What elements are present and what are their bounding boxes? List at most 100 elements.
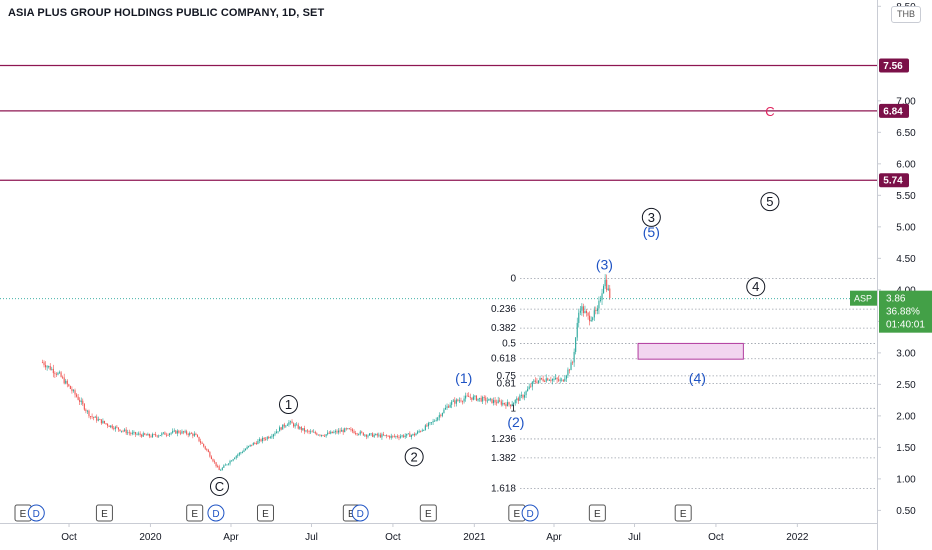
candle-body: [441, 413, 443, 416]
fib-label: 0.81: [497, 379, 517, 390]
candle-body: [117, 427, 119, 430]
target-zone-box: [637, 342, 744, 360]
candle-body: [386, 435, 388, 436]
wave-label-3: 3: [648, 210, 655, 225]
candle-body: [523, 395, 526, 398]
candle-body: [429, 422, 431, 424]
candle-body: [283, 424, 285, 427]
currency-button[interactable]: THB: [891, 6, 921, 23]
candle-body: [508, 402, 510, 405]
time-tick-label: Apr: [223, 532, 239, 543]
candle-body: [496, 402, 498, 404]
candle-body: [480, 397, 482, 402]
candle-body: [58, 372, 61, 374]
candle-body: [43, 362, 45, 366]
candle-body: [71, 389, 73, 392]
candle-body: [359, 431, 361, 435]
candle-body: [589, 315, 591, 322]
price-tick-label: 0.50: [896, 506, 916, 517]
candle-body: [103, 420, 106, 424]
candle-body: [444, 407, 447, 410]
candle-body: [79, 399, 81, 402]
candle-body: [541, 378, 543, 380]
candle-body: [387, 435, 389, 437]
candle-body: [72, 390, 75, 392]
candle-body: [430, 422, 433, 424]
candle-body: [336, 431, 338, 433]
candle-body: [231, 460, 233, 462]
candle-body: [341, 430, 343, 432]
candle-body: [150, 436, 152, 438]
candle-body: [534, 380, 536, 382]
earnings-marker: [588, 504, 606, 522]
dividend-marker-label: D: [357, 509, 364, 520]
candle-body: [268, 436, 270, 439]
candle-body: [254, 442, 256, 444]
candle-body: [265, 439, 267, 440]
candle-body: [483, 397, 485, 398]
wave-circle: [760, 192, 780, 212]
candle-body: [525, 391, 527, 396]
candle-body: [100, 419, 102, 424]
candle-body: [606, 279, 608, 291]
candle-body: [125, 429, 127, 434]
candle-body: [114, 426, 116, 430]
wave-circle: [278, 395, 298, 415]
candle-body: [548, 380, 550, 381]
candle-body: [108, 425, 110, 427]
candle-body: [531, 381, 533, 387]
candle-body: [575, 337, 577, 352]
candle-body: [376, 433, 378, 436]
candle-body: [517, 398, 519, 401]
candle-body: [80, 400, 82, 402]
candle-body: [368, 433, 371, 436]
time-tick-label: Apr: [546, 532, 562, 543]
candle-body: [578, 312, 580, 323]
price-tick-label: 5.00: [896, 222, 916, 233]
candle-body: [124, 429, 126, 431]
candle-body: [398, 437, 400, 438]
candle-body: [609, 288, 611, 298]
candle-body: [373, 435, 375, 437]
candle-body: [424, 425, 426, 431]
candle-body: [52, 368, 54, 374]
candle-body: [266, 436, 268, 440]
time-tick-label: 2022: [786, 532, 809, 543]
earnings-marker-label: E: [680, 509, 687, 520]
candle-body: [440, 415, 442, 416]
wave-label-C: C: [765, 104, 774, 119]
candle-body: [561, 379, 563, 381]
candle-body: [432, 421, 434, 423]
candle-body: [297, 424, 299, 429]
dividend-marker: [351, 504, 369, 522]
candle-body: [593, 310, 595, 318]
candle-body: [248, 446, 250, 447]
candle-body: [223, 465, 225, 468]
fibonacci-retracement: 0 0.236 0.382 0.5 0.618 0.750.81 1 1.236 1.382 1.…: [491, 274, 877, 495]
candle-body: [303, 428, 305, 432]
fib-label: 1: [510, 403, 516, 414]
candle-body: [178, 430, 180, 433]
candle-body: [544, 380, 546, 382]
candle-body: [203, 443, 205, 447]
candle-body: [469, 397, 471, 398]
candle-body: [65, 380, 67, 384]
candle-body: [506, 402, 509, 407]
candle-body: [554, 377, 557, 379]
fib-label: 1.618: [491, 484, 516, 495]
candle-body: [370, 433, 372, 435]
candle-body: [179, 432, 181, 434]
earnings-marker-label: E: [262, 509, 269, 520]
candle-body: [485, 397, 487, 402]
price-tick-label: 6.50: [896, 128, 916, 139]
candle-body: [475, 395, 478, 401]
candle-body: [113, 428, 115, 430]
candle-body: [167, 434, 169, 436]
candle-body: [434, 420, 436, 422]
candle-body: [275, 431, 278, 434]
candle-body: [91, 416, 93, 418]
candle-body: [494, 400, 496, 403]
candle-body: [41, 362, 44, 364]
candle-body: [576, 322, 578, 338]
